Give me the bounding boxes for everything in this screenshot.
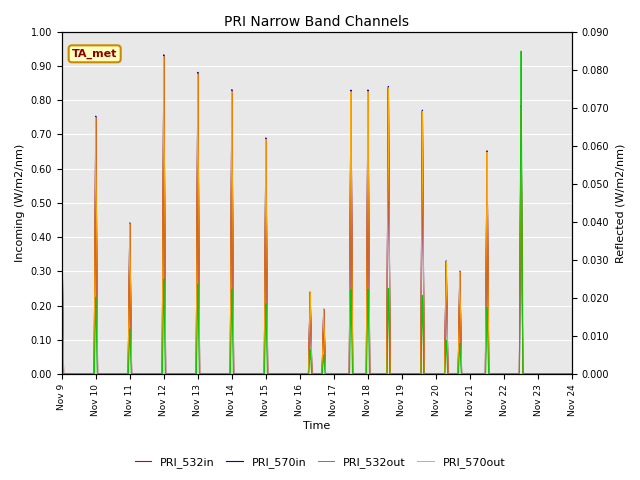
PRI_532out: [568, 371, 576, 377]
PRI_570out: [384, 214, 392, 220]
Line: PRI_532out: PRI_532out: [62, 51, 572, 374]
PRI_532out: [442, 359, 449, 365]
PRI_532out: [84, 371, 92, 377]
PRI_570out: [60, 371, 67, 377]
PRI_532in: [84, 371, 92, 377]
Line: PRI_570in: PRI_570in: [62, 55, 572, 374]
PRI_570out: [84, 371, 92, 377]
PRI_570in: [384, 219, 392, 225]
PRI_532in: [58, 217, 66, 223]
PRI_532out: [468, 371, 476, 377]
Line: PRI_570out: PRI_570out: [62, 57, 572, 374]
Y-axis label: Incoming (W/m2/nm): Incoming (W/m2/nm): [15, 144, 25, 262]
PRI_570in: [475, 371, 483, 377]
PRI_570out: [160, 54, 168, 60]
X-axis label: Time: Time: [303, 421, 331, 432]
PRI_570in: [442, 316, 449, 322]
PRI_532out: [517, 48, 525, 54]
PRI_570out: [475, 371, 483, 377]
PRI_532in: [468, 371, 476, 377]
PRI_570out: [456, 305, 463, 311]
PRI_570in: [84, 371, 92, 377]
Legend: PRI_532in, PRI_570in, PRI_532out, PRI_570out: PRI_532in, PRI_570in, PRI_532out, PRI_57…: [131, 452, 509, 472]
PRI_570in: [60, 371, 67, 377]
PRI_532in: [568, 371, 576, 377]
PRI_570in: [568, 371, 576, 377]
PRI_532in: [160, 54, 168, 60]
Y-axis label: Reflected (W/m2/nm): Reflected (W/m2/nm): [615, 143, 625, 263]
PRI_532out: [384, 336, 392, 342]
PRI_532out: [455, 355, 463, 361]
PRI_570in: [456, 306, 463, 312]
PRI_570in: [160, 52, 168, 58]
PRI_570out: [468, 371, 476, 377]
PRI_570in: [468, 371, 476, 377]
PRI_532in: [60, 371, 67, 377]
PRI_570out: [442, 314, 449, 320]
PRI_532in: [442, 315, 449, 321]
PRI_570out: [58, 217, 66, 223]
PRI_532in: [475, 371, 483, 377]
PRI_532in: [456, 306, 463, 312]
Line: PRI_532in: PRI_532in: [62, 57, 572, 374]
PRI_532in: [384, 217, 392, 223]
PRI_532out: [475, 371, 483, 377]
Title: PRI Narrow Band Channels: PRI Narrow Band Channels: [225, 15, 410, 29]
PRI_532out: [60, 371, 67, 377]
Text: TA_met: TA_met: [72, 48, 117, 59]
PRI_570out: [568, 371, 576, 377]
PRI_570in: [58, 216, 66, 222]
PRI_532out: [58, 325, 66, 331]
